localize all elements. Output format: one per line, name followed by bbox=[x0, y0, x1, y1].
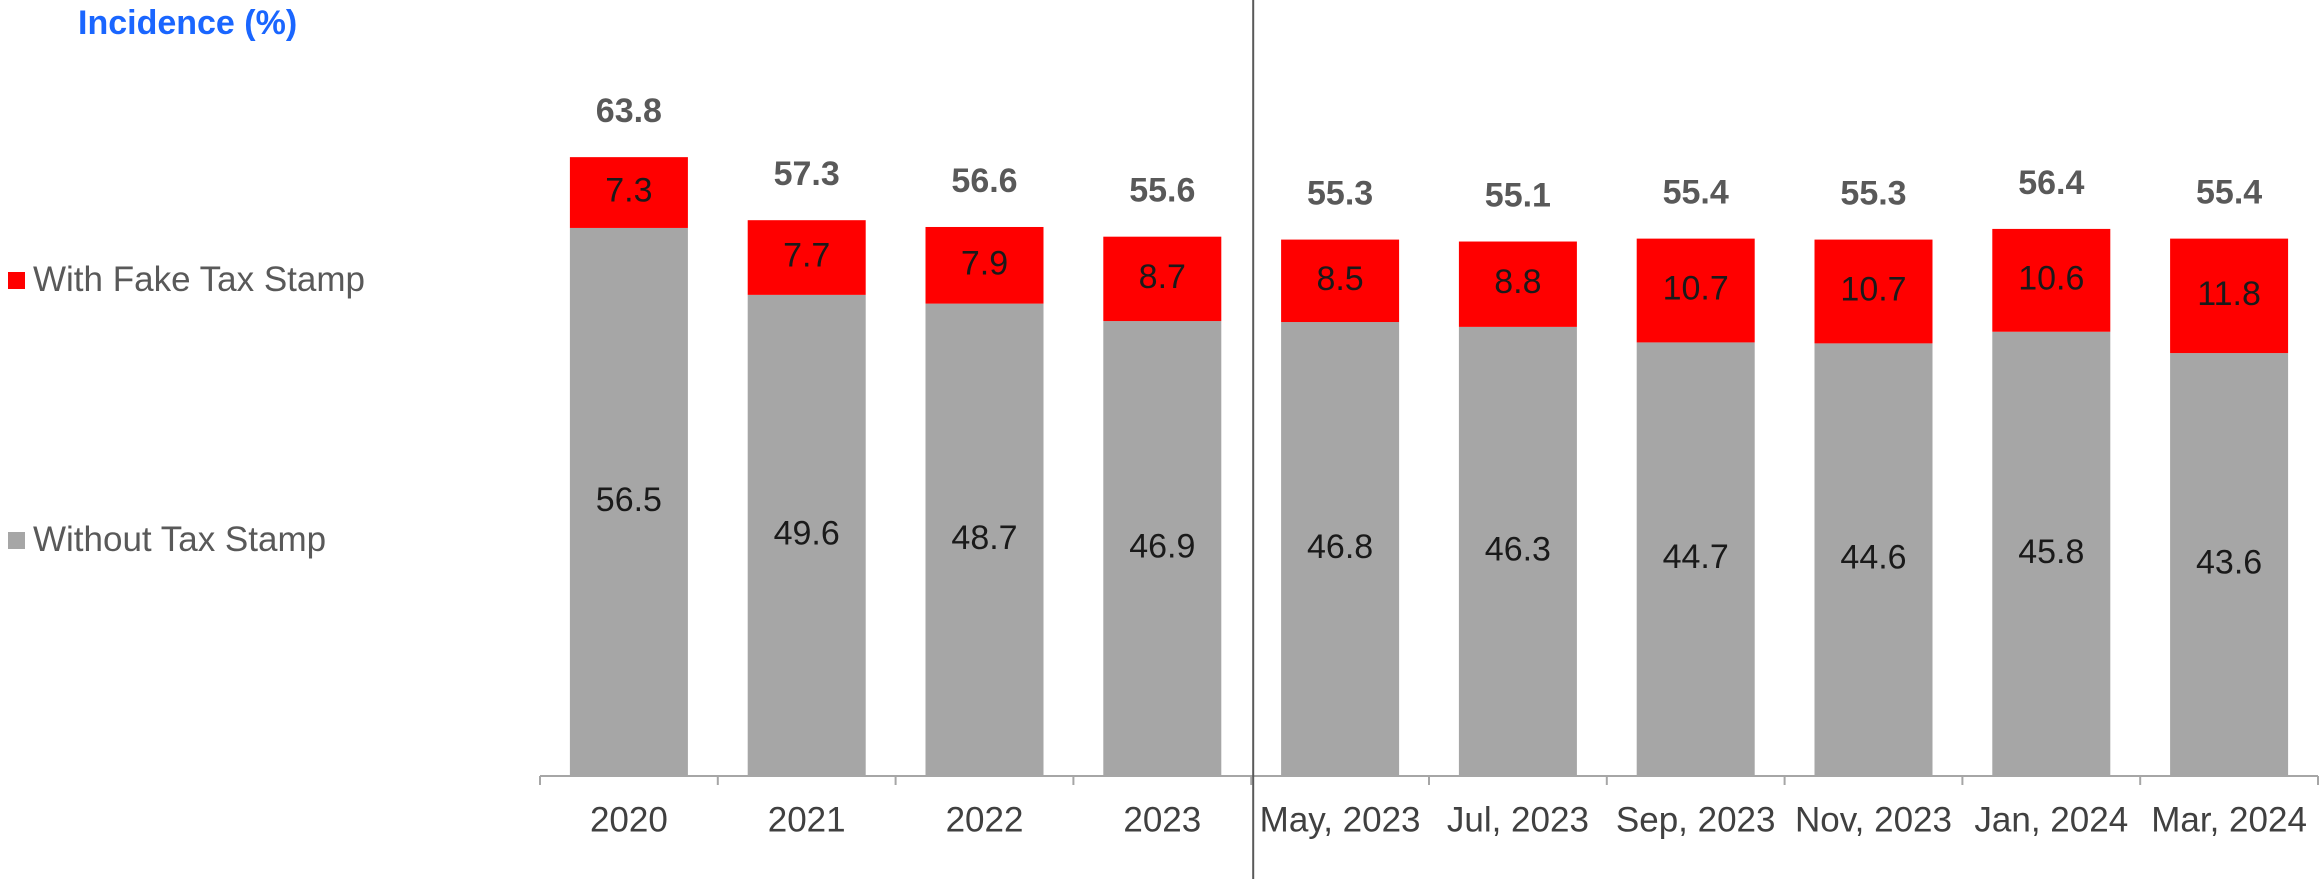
data-label-total: 55.4 bbox=[1663, 174, 1729, 212]
data-label-fake: 7.3 bbox=[605, 172, 652, 210]
x-tick-label: 2020 bbox=[590, 800, 668, 839]
bar-with-fake-tax-stamp bbox=[925, 226, 1044, 304]
data-label-without: 48.7 bbox=[951, 519, 1017, 557]
legend-label-without: Without Tax Stamp bbox=[33, 520, 327, 559]
data-label-fake: 10.7 bbox=[1840, 270, 1906, 308]
legend-item-without-tax-stamp: Without Tax Stamp bbox=[8, 520, 326, 560]
y-axis-title: Incidence (%) bbox=[78, 4, 298, 42]
legend-label-fake: With Fake Tax Stamp bbox=[33, 260, 365, 299]
data-label-fake: 8.5 bbox=[1316, 260, 1363, 298]
data-label-without: 44.6 bbox=[1840, 539, 1906, 577]
bar-without-tax-stamp bbox=[1814, 343, 1933, 776]
data-label-fake: 8.7 bbox=[1139, 258, 1186, 296]
data-label-total: 55.3 bbox=[1307, 175, 1373, 213]
data-label-without: 46.9 bbox=[1129, 528, 1195, 566]
legend-swatch-fake bbox=[8, 271, 25, 289]
data-label-fake: 11.8 bbox=[2197, 275, 2261, 313]
bar-with-fake-tax-stamp bbox=[1281, 239, 1400, 323]
data-label-fake: 8.8 bbox=[1494, 263, 1541, 301]
bar-without-tax-stamp bbox=[2170, 353, 2289, 776]
bar-with-fake-tax-stamp bbox=[569, 157, 688, 228]
bar-with-fake-tax-stamp bbox=[1814, 239, 1933, 344]
bar-without-tax-stamp bbox=[1103, 321, 1222, 776]
x-tick-label: Jan, 2024 bbox=[1974, 800, 2128, 839]
bar-without-tax-stamp bbox=[1458, 326, 1577, 776]
bar-without-tax-stamp bbox=[925, 303, 1044, 776]
x-tick-label: Sep, 2023 bbox=[1616, 800, 1776, 839]
data-label-fake: 7.7 bbox=[783, 237, 830, 275]
data-label-fake: 7.9 bbox=[961, 244, 1008, 282]
x-tick-label: Jul, 2023 bbox=[1447, 800, 1589, 839]
bar-with-fake-tax-stamp bbox=[1458, 241, 1577, 327]
data-label-without: 45.8 bbox=[2018, 533, 2084, 571]
legend-swatch-without bbox=[8, 531, 25, 549]
x-tick-label: Mar, 2024 bbox=[2151, 800, 2307, 839]
bar-with-fake-tax-stamp bbox=[747, 220, 866, 295]
bar-without-tax-stamp bbox=[1636, 342, 1755, 776]
data-label-total: 55.3 bbox=[1840, 175, 1906, 213]
bar-without-tax-stamp bbox=[1992, 331, 2111, 776]
data-label-total: 56.6 bbox=[951, 162, 1017, 200]
bar-without-tax-stamp bbox=[1281, 322, 1400, 776]
data-label-total: 55.4 bbox=[2196, 174, 2262, 212]
data-label-without: 43.6 bbox=[2196, 544, 2262, 582]
data-label-total: 56.4 bbox=[2018, 164, 2084, 202]
data-label-without: 49.6 bbox=[774, 514, 840, 552]
x-tick-label: Nov, 2023 bbox=[1795, 800, 1952, 839]
data-label-without: 56.5 bbox=[596, 481, 662, 519]
bar-with-fake-tax-stamp bbox=[2170, 238, 2289, 354]
x-tick-label: May, 2023 bbox=[1260, 800, 1421, 839]
legend-item-with-fake-tax-stamp: With Fake Tax Stamp bbox=[8, 260, 365, 300]
bar-with-fake-tax-stamp bbox=[1636, 238, 1755, 343]
data-label-without: 46.8 bbox=[1307, 528, 1373, 566]
x-tick-label: 2021 bbox=[768, 800, 846, 839]
data-label-total: 55.6 bbox=[1129, 172, 1195, 210]
bar-with-fake-tax-stamp bbox=[1992, 228, 2111, 332]
data-label-without: 44.7 bbox=[1663, 538, 1729, 576]
bar-with-fake-tax-stamp bbox=[1103, 236, 1222, 322]
bar-without-tax-stamp bbox=[569, 227, 688, 776]
x-tick-label: 2023 bbox=[1123, 800, 1201, 839]
data-label-without: 46.3 bbox=[1485, 530, 1551, 568]
data-label-total: 55.1 bbox=[1485, 177, 1551, 215]
data-label-fake: 10.6 bbox=[2018, 259, 2084, 297]
bar-without-tax-stamp bbox=[747, 294, 866, 776]
data-label-fake: 10.7 bbox=[1663, 269, 1729, 307]
x-tick-label: 2022 bbox=[946, 800, 1024, 839]
data-label-total: 57.3 bbox=[774, 155, 840, 193]
data-label-total: 63.8 bbox=[596, 92, 662, 130]
